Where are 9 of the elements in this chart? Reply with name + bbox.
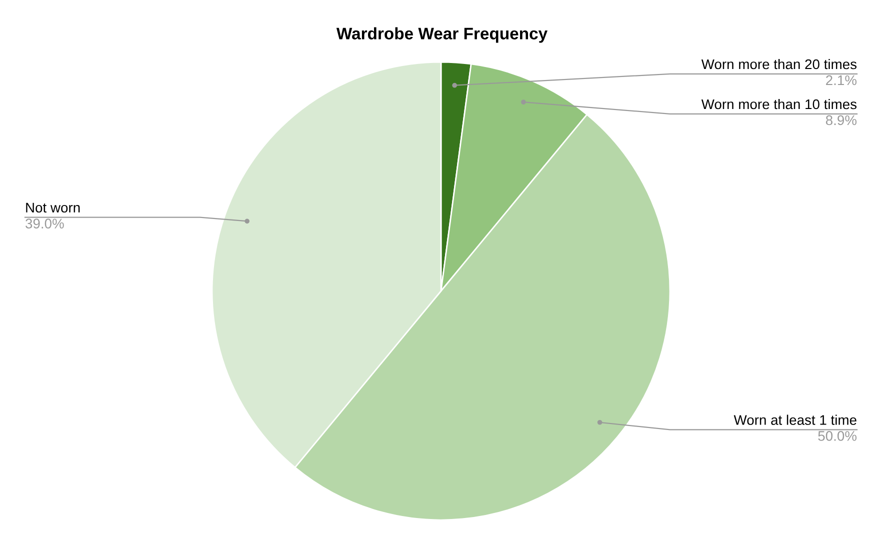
slice-label: Not worn	[26, 202, 80, 213]
chart-title: Wardrobe Wear Frequency	[336, 27, 548, 43]
data-label: 8.9%	[826, 115, 857, 126]
slice-label: Worn at least 1 time	[734, 414, 856, 425]
data-label: 39.0%	[26, 218, 64, 229]
slice-label: Worn more than 10 times	[701, 98, 857, 110]
data-label: 2.1%	[826, 75, 857, 86]
data-label: 50.0%	[818, 431, 857, 441]
slice-label: Worn more than 20 times	[701, 58, 857, 70]
